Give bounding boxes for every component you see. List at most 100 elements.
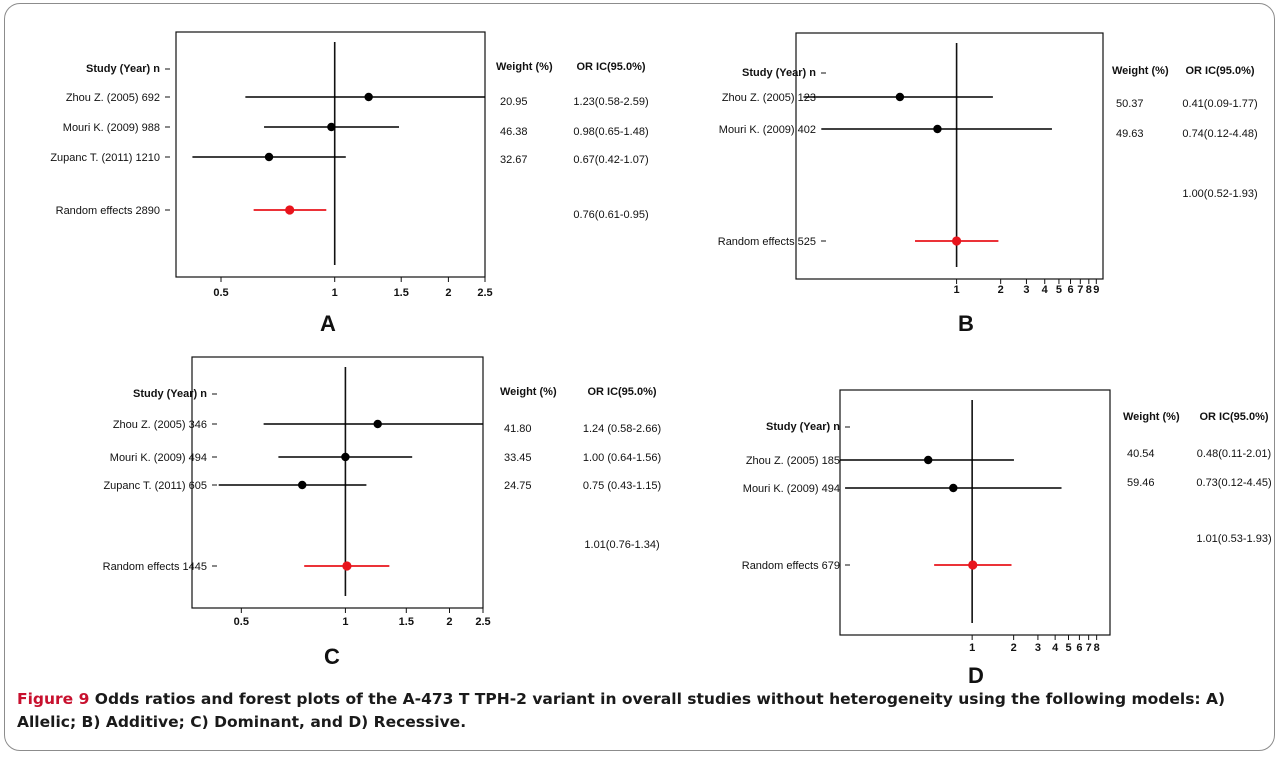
column-header-weight: Weight (%) (1123, 411, 1180, 423)
panel-label: C (324, 644, 340, 669)
x-tick-label: 8 (1094, 642, 1100, 654)
column-header-weight: Weight (%) (1112, 65, 1169, 77)
study-label: Zhou Z. (2005) 346 (113, 419, 207, 431)
or-ci-value: 0.41(0.09-1.77) (1182, 98, 1257, 110)
pooled-label: Random effects 679 (742, 560, 840, 572)
pooled-or-ci-value: 0.76(0.61-0.95) (573, 209, 648, 221)
study-label: Mouri K. (2009) 494 (110, 452, 207, 464)
study-label: Zhou Z. (2005) 692 (66, 92, 160, 104)
x-tick-label: 0.5 (213, 287, 228, 299)
x-tick-label: 0.5 (234, 616, 249, 628)
pooled-label: Random effects 1445 (103, 561, 207, 573)
column-header-or: OR IC(95.0%) (1185, 65, 1254, 77)
point-estimate (949, 483, 958, 493)
study-label: Zhou Z. (2005) 123 (722, 92, 816, 104)
weight-value: 33.45 (504, 452, 532, 464)
plot-frame-B (795, 32, 1104, 280)
point-estimate (364, 92, 373, 102)
x-tick-label: 8 (1086, 284, 1092, 296)
or-ci-value: 0.75 (0.43-1.15) (583, 480, 661, 492)
pooled-point-estimate (285, 205, 295, 215)
weight-value: 40.54 (1127, 448, 1155, 460)
x-tick-label: 1 (332, 287, 338, 299)
study-label: Zupanc T. (2011) 1210 (50, 152, 160, 164)
or-ci-value: 1.00 (0.64-1.56) (583, 452, 661, 464)
column-header-or: OR IC(95.0%) (1199, 411, 1268, 423)
column-header-study: Study (Year) n (766, 421, 840, 433)
x-tick-label: 3 (1035, 642, 1041, 654)
x-tick-label: 2 (998, 284, 1004, 296)
plot-frame-D (839, 389, 1111, 636)
caption-label: Figure 9 (17, 690, 90, 708)
x-tick-label: 6 (1067, 284, 1073, 296)
x-tick-label: 7 (1086, 642, 1092, 654)
panel-label: B (958, 311, 974, 336)
pooled-or-ci-value: 1.00(0.52-1.93) (1182, 188, 1257, 200)
plot-frame-C (191, 356, 484, 609)
x-tick-label: 3 (1023, 284, 1029, 296)
study-label: Zhou Z. (2005) 185 (746, 455, 840, 467)
point-estimate (933, 124, 942, 134)
x-tick-label: 2 (445, 287, 451, 299)
weight-value: 32.67 (500, 154, 528, 166)
x-tick-label: 5 (1065, 642, 1071, 654)
point-estimate (341, 452, 350, 462)
pooled-label: Random effects 2890 (56, 205, 160, 217)
x-tick-label: 6 (1076, 642, 1082, 654)
x-tick-label: 1 (954, 284, 960, 296)
x-tick-label: 5 (1056, 284, 1062, 296)
panel-label: D (968, 663, 984, 688)
study-label: Zupanc T. (2011) 605 (103, 480, 207, 492)
pooled-point-estimate (951, 236, 962, 246)
weight-value: 50.37 (1116, 98, 1144, 110)
panel-label: A (320, 311, 336, 336)
point-estimate (264, 152, 274, 162)
x-tick-label: 4 (1052, 642, 1059, 654)
x-tick-label: 7 (1077, 284, 1083, 296)
pooled-or-ci-value: 1.01(0.76-1.34) (584, 539, 659, 551)
study-label: Mouri K. (2009) 494 (743, 483, 840, 495)
column-header-study: Study (Year) n (742, 67, 816, 79)
or-ci-value: 1.24 (0.58-2.66) (583, 423, 661, 435)
or-ci-value: 0.48(0.11-2.01) (1197, 448, 1271, 460)
point-estimate (373, 419, 382, 429)
column-header-weight: Weight (%) (500, 386, 557, 398)
study-label: Mouri K. (2009) 402 (719, 124, 816, 136)
column-header-study: Study (Year) n (133, 388, 207, 400)
x-tick-label: 2.5 (475, 616, 490, 628)
x-tick-label: 1 (969, 642, 975, 654)
x-tick-label: 2.5 (477, 287, 492, 299)
figure-frame (4, 3, 1275, 751)
or-ci-value: 0.67(0.42-1.07) (573, 154, 648, 166)
pooled-point-estimate (968, 560, 978, 570)
x-tick-label: 2 (1011, 642, 1017, 654)
weight-value: 59.46 (1127, 477, 1155, 489)
or-ci-value: 0.98(0.65-1.48) (573, 126, 648, 138)
point-estimate (895, 92, 905, 102)
figure-caption: Figure 9 Odds ratios and forest plots of… (17, 688, 1267, 734)
x-tick-label: 9 (1093, 284, 1099, 296)
weight-value: 41.80 (504, 423, 532, 435)
column-header-study: Study (Year) n (86, 63, 160, 75)
x-tick-label: 1.5 (394, 287, 409, 299)
caption-text: Odds ratios and forest plots of the A-47… (17, 690, 1226, 731)
x-tick-label: 1.5 (399, 616, 414, 628)
x-tick-label: 1 (342, 616, 348, 628)
or-ci-value: 0.73(0.12-4.45) (1196, 477, 1271, 489)
column-header-or: OR IC(95.0%) (587, 386, 656, 398)
point-estimate (924, 455, 933, 465)
or-ci-value: 0.74(0.12-4.48) (1182, 128, 1257, 140)
point-estimate (327, 122, 336, 132)
x-tick-label: 2 (446, 616, 452, 628)
pooled-or-ci-value: 1.01(0.53-1.93) (1196, 533, 1271, 545)
column-header-or: OR IC(95.0%) (576, 61, 645, 73)
pooled-label: Random effects 525 (718, 236, 816, 248)
plot-frame-A (175, 31, 486, 278)
weight-value: 24.75 (504, 480, 532, 492)
column-header-weight: Weight (%) (496, 61, 553, 73)
point-estimate (298, 480, 307, 490)
weight-value: 20.95 (500, 96, 528, 108)
or-ci-value: 1.23(0.58-2.59) (573, 96, 648, 108)
study-label: Mouri K. (2009) 988 (63, 122, 160, 134)
